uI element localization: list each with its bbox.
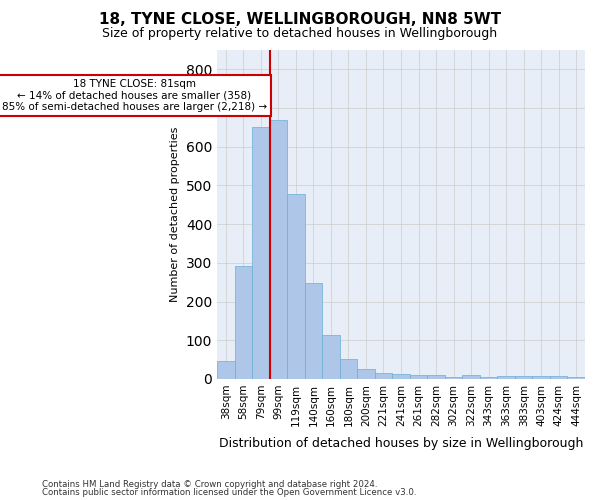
Bar bbox=[550, 376, 568, 379]
Bar bbox=[252, 128, 269, 379]
Text: 18, TYNE CLOSE, WELLINGBOROUGH, NN8 5WT: 18, TYNE CLOSE, WELLINGBOROUGH, NN8 5WT bbox=[99, 12, 501, 28]
Bar bbox=[217, 362, 235, 379]
Bar bbox=[410, 375, 427, 379]
Bar bbox=[375, 373, 392, 379]
Bar bbox=[532, 376, 550, 379]
Text: Size of property relative to detached houses in Wellingborough: Size of property relative to detached ho… bbox=[103, 28, 497, 40]
Text: Contains public sector information licensed under the Open Government Licence v3: Contains public sector information licen… bbox=[42, 488, 416, 497]
Bar bbox=[305, 283, 322, 379]
Bar bbox=[515, 376, 532, 379]
Text: Contains HM Land Registry data © Crown copyright and database right 2024.: Contains HM Land Registry data © Crown c… bbox=[42, 480, 377, 489]
Bar bbox=[445, 377, 463, 379]
Bar bbox=[269, 120, 287, 379]
Bar bbox=[287, 194, 305, 379]
Text: 18 TYNE CLOSE: 81sqm
← 14% of detached houses are smaller (358)
85% of semi-deta: 18 TYNE CLOSE: 81sqm ← 14% of detached h… bbox=[2, 79, 267, 112]
Bar bbox=[497, 376, 515, 379]
Bar bbox=[322, 335, 340, 379]
Bar bbox=[463, 375, 480, 379]
Bar bbox=[427, 375, 445, 379]
Bar bbox=[235, 266, 252, 379]
Bar bbox=[357, 369, 375, 379]
X-axis label: Distribution of detached houses by size in Wellingborough: Distribution of detached houses by size … bbox=[219, 437, 583, 450]
Bar bbox=[392, 374, 410, 379]
Bar bbox=[340, 359, 357, 379]
Bar bbox=[480, 377, 497, 379]
Y-axis label: Number of detached properties: Number of detached properties bbox=[170, 127, 180, 302]
Bar bbox=[568, 377, 585, 379]
